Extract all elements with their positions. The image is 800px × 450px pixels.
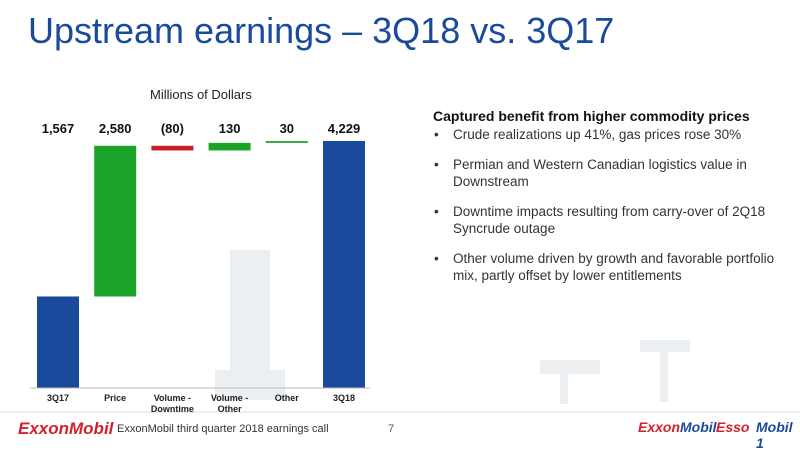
bar bbox=[37, 296, 79, 388]
bar bbox=[208, 142, 251, 151]
category-label: Other bbox=[274, 393, 299, 403]
background-rigs bbox=[215, 250, 690, 404]
bullet: Crude realizations up 41%, gas prices ro… bbox=[433, 126, 778, 143]
brand-logo: Mobil 1 bbox=[756, 419, 793, 450]
commentary-heading: Captured benefit from higher commodity p… bbox=[433, 108, 750, 124]
bullet-list: Crude realizations up 41%, gas prices ro… bbox=[433, 126, 778, 297]
slide-title: Upstream earnings – 3Q18 vs. 3Q17 bbox=[28, 10, 615, 51]
bar bbox=[94, 145, 137, 297]
chart-subtitle: Millions of Dollars bbox=[150, 87, 252, 102]
bullet: Other volume driven by growth and favora… bbox=[433, 250, 778, 284]
value-label: 2,580 bbox=[98, 121, 132, 136]
category-label: Price bbox=[104, 393, 127, 403]
value-label: 30 bbox=[279, 121, 295, 136]
value-label: 1,567 bbox=[41, 121, 75, 136]
value-label: 130 bbox=[218, 121, 241, 136]
footer-caption: ExxonMobil third quarter 2018 earnings c… bbox=[117, 423, 329, 435]
bar bbox=[265, 141, 308, 143]
brand-logo: Exxon bbox=[638, 419, 681, 435]
category-label: 3Q18 bbox=[332, 393, 356, 403]
footer-logo: ExxonMobil bbox=[18, 419, 114, 438]
bar bbox=[151, 145, 194, 151]
category-label: Volume - Downtime bbox=[150, 393, 194, 414]
page-number: 7 bbox=[388, 423, 395, 435]
category-label: 3Q17 bbox=[46, 393, 70, 403]
value-label: 4,229 bbox=[327, 121, 361, 136]
category-label: Volume - Other bbox=[210, 393, 249, 414]
brand-logo: Mobil bbox=[680, 419, 717, 435]
bullet: Permian and Western Canadian logistics v… bbox=[433, 156, 778, 190]
bar bbox=[323, 141, 365, 388]
value-label: (80) bbox=[160, 121, 184, 136]
brand-logo: Esso bbox=[716, 419, 750, 435]
bullet: Downtime impacts resulting from carry-ov… bbox=[433, 203, 778, 237]
